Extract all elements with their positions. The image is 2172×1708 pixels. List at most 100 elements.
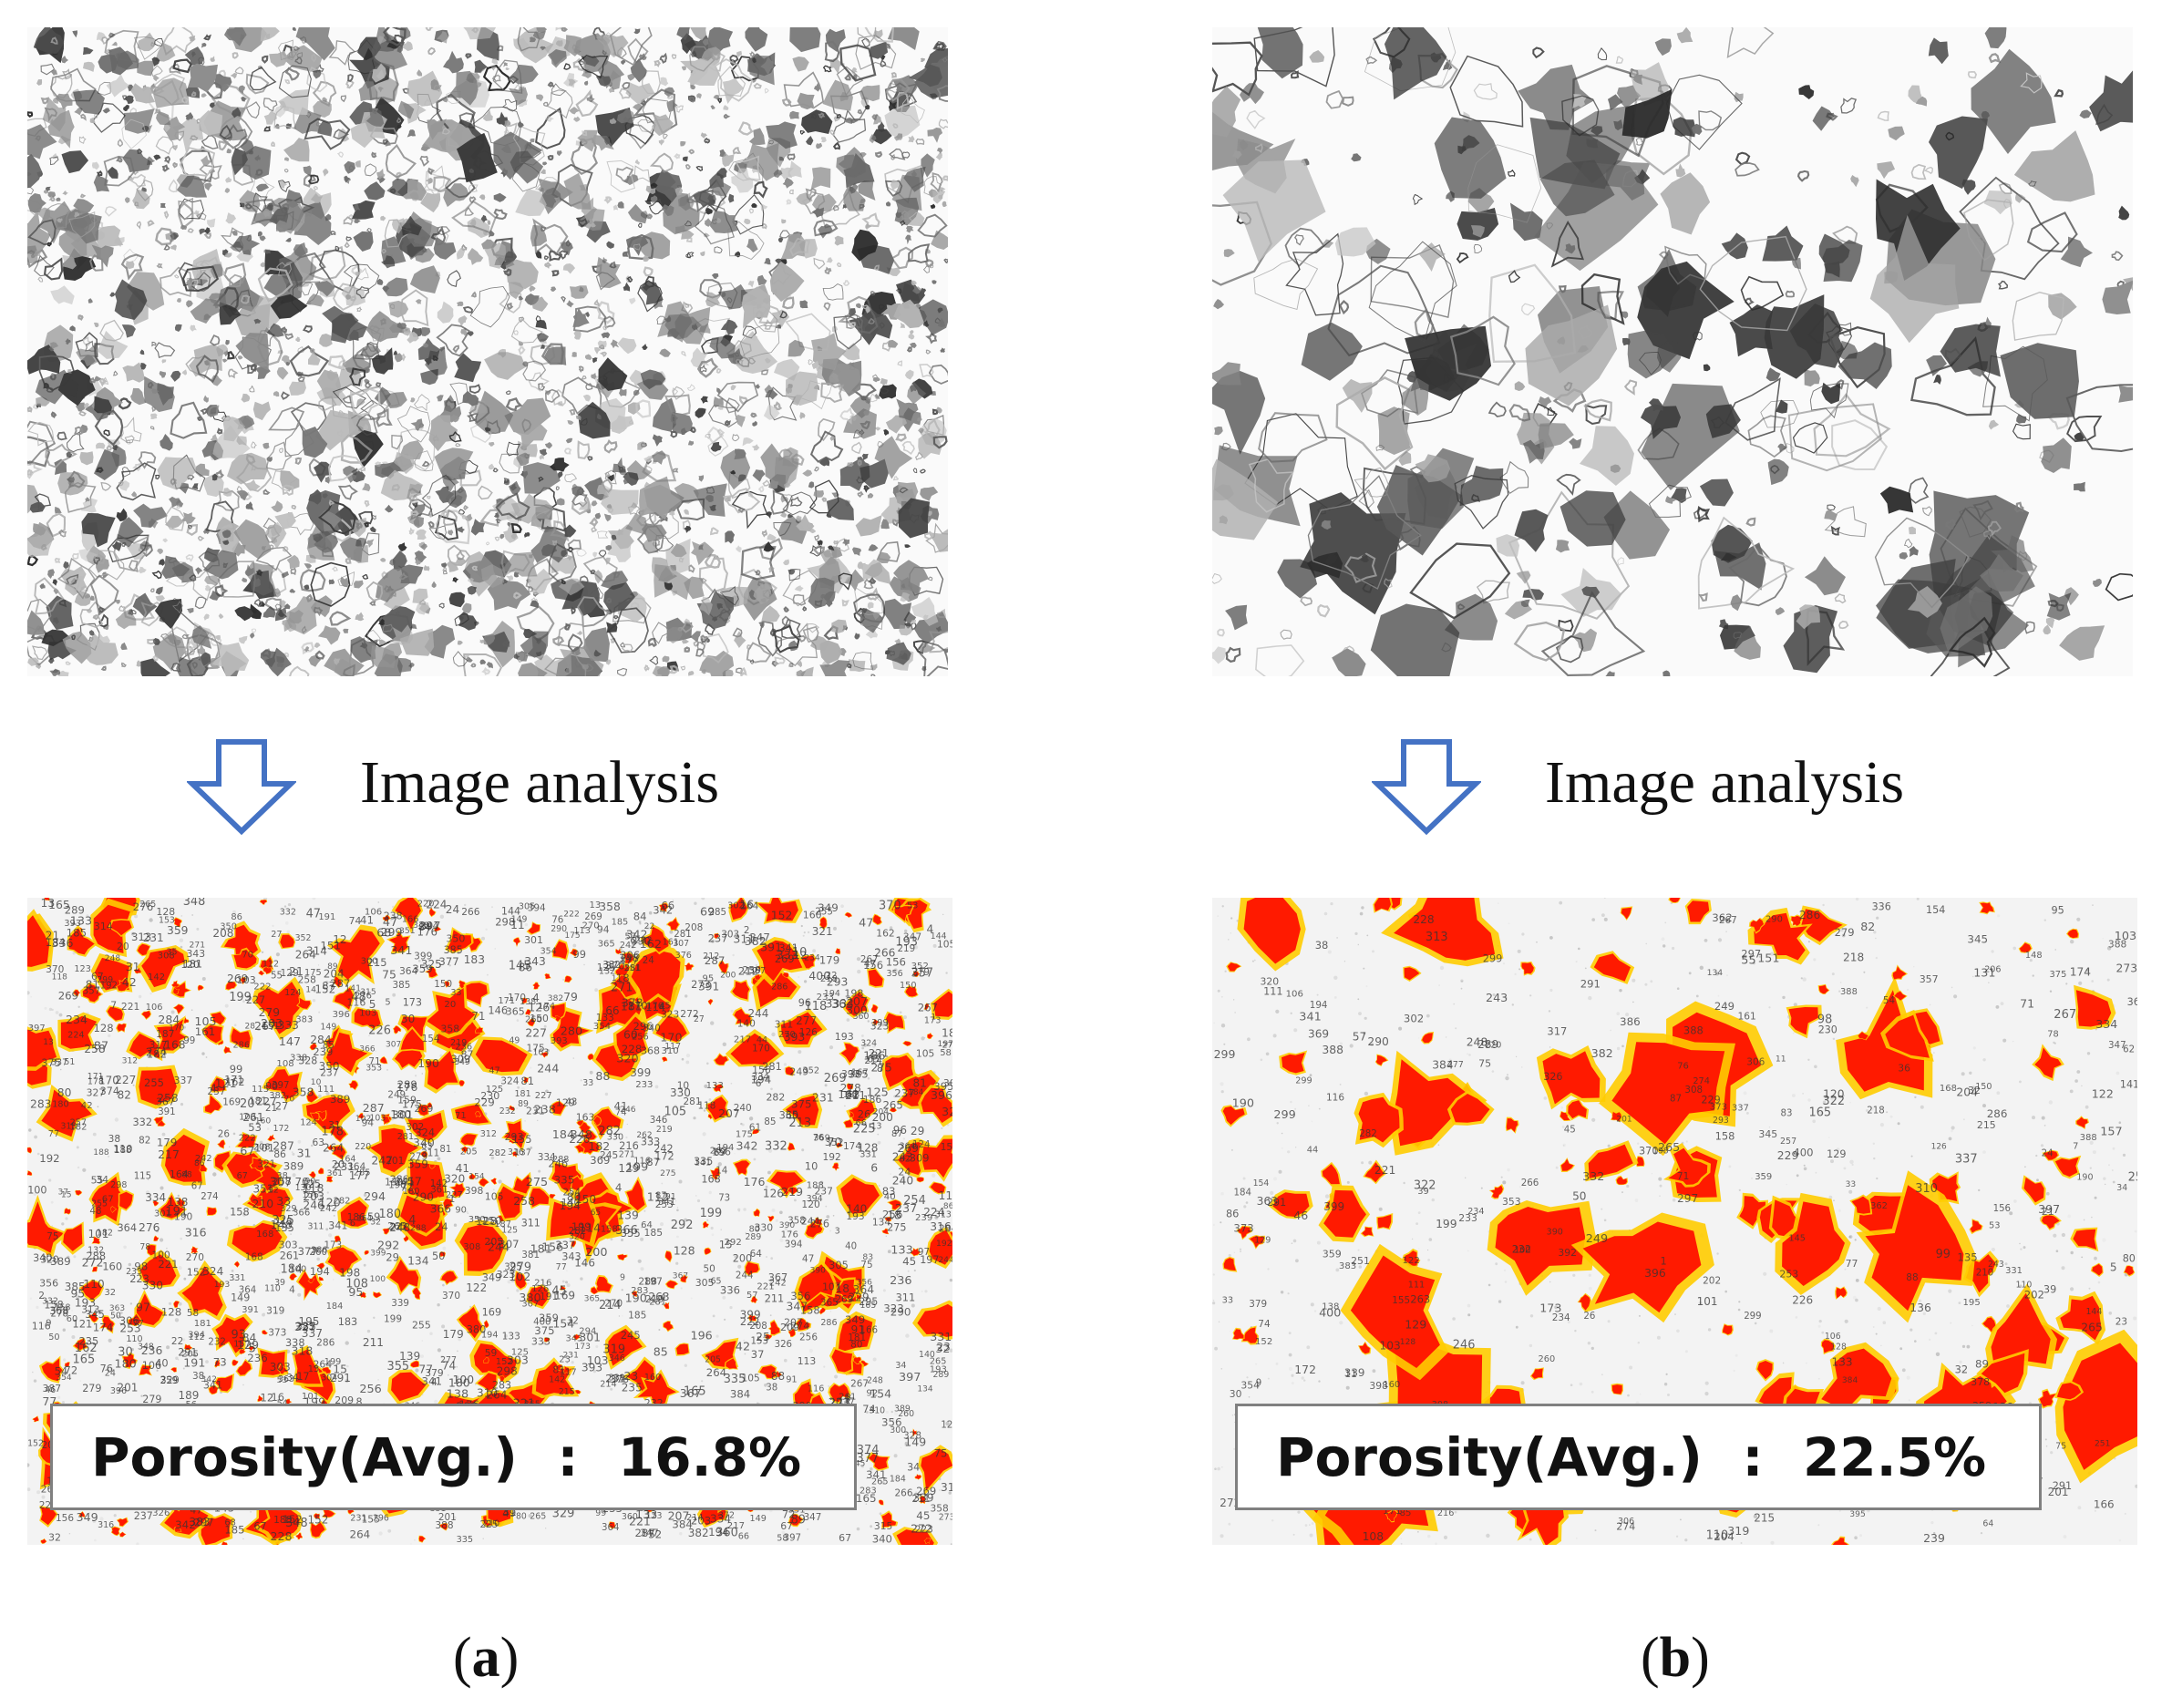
svg-text:273: 273 bbox=[939, 1513, 952, 1523]
svg-text:353: 353 bbox=[365, 1064, 382, 1074]
svg-text:368: 368 bbox=[641, 1045, 660, 1057]
svg-text:227: 227 bbox=[256, 1096, 277, 1108]
caption-close-paren: ) bbox=[1691, 1627, 1710, 1689]
svg-text:360: 360 bbox=[715, 1526, 738, 1539]
svg-text:41: 41 bbox=[614, 1100, 628, 1113]
svg-text:275: 275 bbox=[871, 1062, 892, 1075]
svg-text:158: 158 bbox=[1715, 1130, 1735, 1143]
svg-text:255: 255 bbox=[412, 1319, 431, 1331]
svg-text:348: 348 bbox=[138, 1342, 154, 1352]
svg-text:96: 96 bbox=[798, 997, 811, 1009]
svg-text:85: 85 bbox=[654, 1344, 668, 1358]
svg-text:396: 396 bbox=[931, 1088, 952, 1102]
svg-text:77: 77 bbox=[132, 1319, 144, 1329]
svg-text:162: 162 bbox=[225, 1076, 244, 1088]
svg-text:181: 181 bbox=[515, 1089, 531, 1099]
svg-text:158: 158 bbox=[230, 1206, 250, 1218]
svg-text:168: 168 bbox=[701, 1174, 720, 1186]
svg-text:183: 183 bbox=[338, 1316, 358, 1328]
svg-text:201: 201 bbox=[2048, 1486, 2069, 1498]
svg-text:92: 92 bbox=[866, 1389, 878, 1399]
svg-text:76: 76 bbox=[1677, 1062, 1689, 1072]
svg-text:199: 199 bbox=[571, 1221, 591, 1233]
svg-text:17: 17 bbox=[297, 1371, 310, 1383]
svg-text:339: 339 bbox=[391, 1298, 409, 1309]
svg-text:34: 34 bbox=[2116, 1183, 2127, 1193]
svg-text:38: 38 bbox=[766, 1384, 777, 1394]
svg-text:193: 193 bbox=[846, 1211, 864, 1222]
svg-text:315: 315 bbox=[360, 987, 376, 997]
svg-text:32: 32 bbox=[370, 1218, 381, 1228]
svg-text:76: 76 bbox=[813, 1133, 824, 1143]
svg-text:269: 269 bbox=[916, 1485, 936, 1497]
svg-text:288: 288 bbox=[552, 1155, 569, 1165]
svg-text:292: 292 bbox=[377, 1240, 399, 1253]
svg-text:126: 126 bbox=[531, 1284, 549, 1294]
svg-text:54: 54 bbox=[55, 1365, 68, 1378]
svg-text:23: 23 bbox=[2115, 1316, 2127, 1327]
svg-text:194: 194 bbox=[310, 1265, 330, 1278]
caption-open-paren: ( bbox=[453, 1627, 472, 1689]
svg-text:366: 366 bbox=[359, 1045, 376, 1055]
svg-text:54: 54 bbox=[277, 1398, 288, 1408]
svg-text:76: 76 bbox=[100, 1363, 113, 1375]
svg-text:389: 389 bbox=[283, 1160, 304, 1173]
svg-text:360: 360 bbox=[622, 1512, 638, 1522]
svg-text:341: 341 bbox=[203, 1379, 222, 1391]
svg-text:363: 363 bbox=[1257, 1195, 1278, 1208]
svg-text:364: 364 bbox=[347, 1160, 366, 1172]
svg-text:114: 114 bbox=[645, 1001, 665, 1013]
svg-text:370: 370 bbox=[879, 900, 901, 913]
svg-text:155: 155 bbox=[1392, 1295, 1410, 1306]
svg-text:347: 347 bbox=[804, 1512, 822, 1523]
svg-text:356: 356 bbox=[39, 1278, 58, 1290]
svg-text:242: 242 bbox=[769, 1279, 787, 1289]
svg-text:161: 161 bbox=[663, 938, 679, 948]
svg-text:14: 14 bbox=[305, 985, 316, 995]
svg-text:1: 1 bbox=[612, 973, 617, 983]
svg-text:310: 310 bbox=[662, 1046, 679, 1056]
svg-text:170: 170 bbox=[752, 1044, 770, 1055]
svg-text:396: 396 bbox=[1644, 1266, 1666, 1280]
svg-text:97: 97 bbox=[136, 1301, 150, 1314]
svg-text:87: 87 bbox=[322, 981, 335, 993]
svg-text:120: 120 bbox=[181, 960, 200, 971]
svg-text:4: 4 bbox=[660, 1292, 665, 1302]
svg-text:336: 336 bbox=[720, 1284, 740, 1297]
svg-text:267: 267 bbox=[1719, 915, 1737, 926]
svg-text:394: 394 bbox=[807, 1194, 823, 1204]
svg-text:266: 266 bbox=[1521, 1178, 1539, 1188]
svg-text:197: 197 bbox=[938, 1039, 953, 1049]
svg-text:249: 249 bbox=[789, 1066, 808, 1078]
svg-text:115: 115 bbox=[252, 1085, 269, 1095]
svg-text:386: 386 bbox=[311, 1246, 327, 1256]
svg-text:274: 274 bbox=[146, 1046, 168, 1059]
svg-text:300: 300 bbox=[846, 1004, 867, 1017]
svg-text:116: 116 bbox=[32, 1320, 51, 1332]
svg-text:184: 184 bbox=[908, 1088, 923, 1097]
svg-text:320: 320 bbox=[616, 1052, 638, 1065]
svg-text:337: 337 bbox=[174, 1075, 193, 1086]
svg-text:165: 165 bbox=[684, 1384, 706, 1398]
svg-text:391: 391 bbox=[242, 1305, 259, 1315]
svg-text:84: 84 bbox=[418, 921, 431, 933]
svg-text:316: 316 bbox=[98, 1520, 114, 1530]
svg-text:25: 25 bbox=[756, 1330, 770, 1343]
svg-text:91: 91 bbox=[851, 1323, 866, 1336]
svg-text:221: 221 bbox=[1374, 1164, 1395, 1177]
svg-text:149: 149 bbox=[231, 1291, 250, 1303]
svg-text:80: 80 bbox=[57, 1086, 72, 1099]
svg-text:307: 307 bbox=[386, 1041, 401, 1050]
svg-text:65: 65 bbox=[591, 1209, 601, 1218]
svg-text:299: 299 bbox=[1744, 1312, 1761, 1322]
svg-text:341: 341 bbox=[779, 942, 798, 954]
svg-text:13: 13 bbox=[41, 898, 56, 910]
svg-text:302: 302 bbox=[727, 900, 745, 911]
svg-text:239: 239 bbox=[915, 1213, 932, 1223]
svg-text:22: 22 bbox=[644, 921, 655, 931]
svg-text:270: 270 bbox=[778, 1030, 796, 1040]
svg-text:234: 234 bbox=[1467, 1207, 1484, 1217]
svg-text:41: 41 bbox=[456, 1162, 469, 1175]
svg-text:295: 295 bbox=[859, 1296, 878, 1308]
svg-text:342: 342 bbox=[626, 928, 648, 941]
